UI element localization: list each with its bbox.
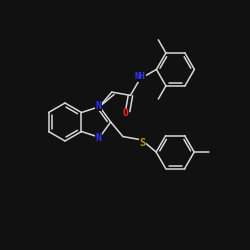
Text: O: O bbox=[123, 108, 128, 118]
Text: S: S bbox=[140, 138, 146, 148]
Text: NH: NH bbox=[134, 72, 145, 82]
Text: N: N bbox=[96, 133, 102, 143]
Text: N: N bbox=[96, 101, 102, 111]
